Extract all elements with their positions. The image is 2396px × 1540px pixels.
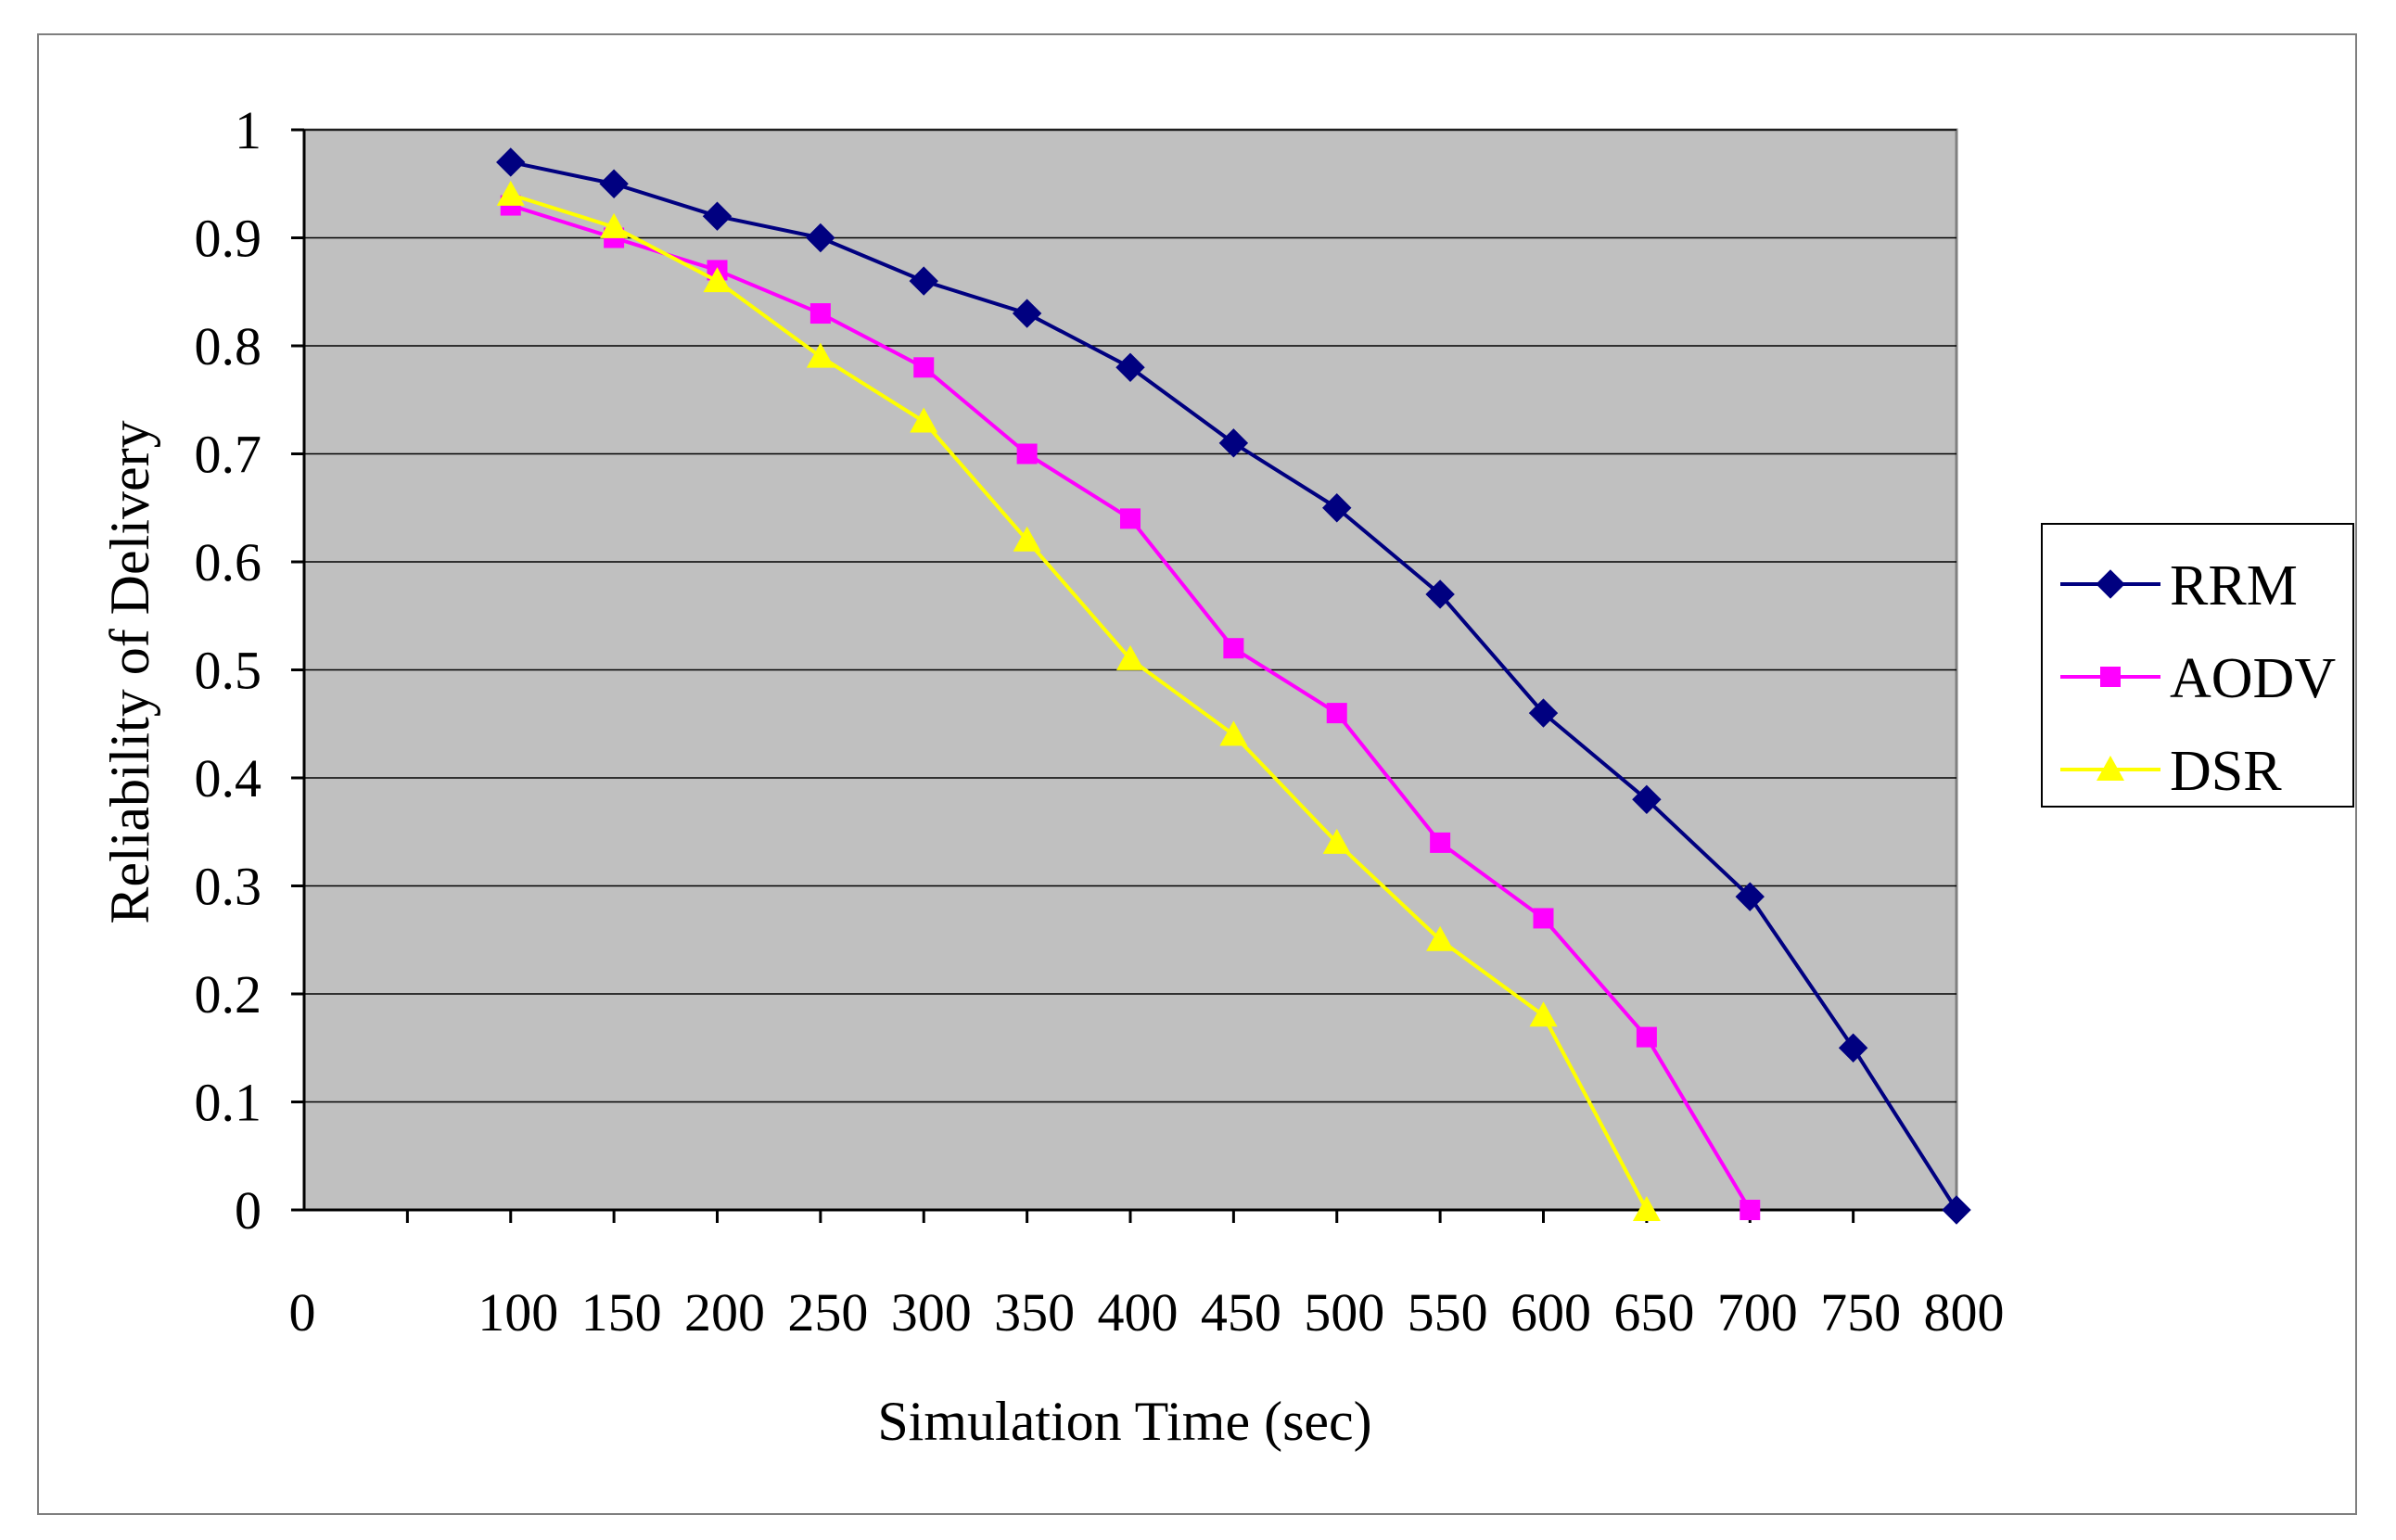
- data-point-aodv: [809, 303, 831, 325]
- data-point-dsr: [1013, 526, 1041, 552]
- data-point-rrm: [1425, 579, 1455, 609]
- y-tick-label: 0.9: [195, 209, 262, 269]
- legend-item-dsr: DSR: [2060, 740, 2282, 803]
- data-point-aodv: [1326, 703, 1347, 724]
- series-line-dsr: [510, 192, 1649, 1211]
- x-tick-label: 500: [1304, 1282, 1384, 1343]
- legend-label-rrm: RRM: [2170, 554, 2298, 617]
- series-layer: [496, 147, 1971, 1225]
- legend-marker-rrm: [2096, 569, 2125, 599]
- y-axis-ticks: 0 0.1 0.2 0.3 0.4 0.5 0.6 0.7 0.8 0.9 1: [195, 100, 304, 1241]
- x-tick-label: 350: [994, 1282, 1075, 1343]
- data-point-rrm: [1942, 1195, 1971, 1225]
- legend-marker-dsr: [2096, 756, 2124, 781]
- legend-label-aodv: AODV: [2170, 647, 2336, 710]
- x-tick-label: 450: [1201, 1282, 1281, 1343]
- data-point-rrm: [599, 169, 629, 198]
- data-point-rrm: [1322, 493, 1352, 523]
- gridlines: [304, 129, 1956, 1103]
- y-tick-label: 0.7: [195, 425, 262, 485]
- data-point-aodv: [1223, 638, 1244, 659]
- data-point-dsr: [703, 267, 732, 293]
- x-tick-label: 300: [891, 1282, 972, 1343]
- y-tick-label: 1: [235, 100, 261, 160]
- y-tick-label: 0.5: [195, 641, 262, 701]
- x-axis-ticks: 0 100 150 200 250 300 350 400 450 500 550 600 650 700…: [289, 1210, 2005, 1343]
- x-tick-label: 750: [1820, 1282, 1901, 1343]
- legend-label-dsr: DSR: [2170, 740, 2282, 803]
- x-tick-label: 600: [1510, 1282, 1591, 1343]
- data-point-rrm: [1735, 882, 1765, 911]
- data-point-rrm: [1632, 784, 1662, 815]
- legend-box: [2041, 523, 2354, 808]
- data-point-aodv: [1533, 908, 1554, 929]
- data-point-dsr: [1632, 1196, 1661, 1221]
- x-tick-label: 800: [1924, 1282, 2005, 1343]
- data-point-rrm: [1218, 428, 1249, 458]
- data-point-rrm: [702, 201, 733, 231]
- x-tick-label: 150: [581, 1282, 662, 1343]
- data-point-rrm: [1838, 1033, 1868, 1063]
- data-point-rrm: [909, 266, 938, 296]
- x-tick-label: 650: [1613, 1282, 1694, 1343]
- data-point-dsr: [1219, 720, 1248, 746]
- data-point-aodv: [1740, 1200, 1761, 1220]
- data-point-rrm: [1528, 698, 1559, 728]
- series-dsr: [496, 180, 1661, 1221]
- data-point-dsr: [496, 180, 525, 206]
- y-tick-label: 0.8: [195, 316, 262, 376]
- x-tick-label: 100: [478, 1282, 558, 1343]
- x-tick-label: 550: [1408, 1282, 1488, 1343]
- y-tick-label: 0: [235, 1180, 261, 1241]
- legend: RRM AODV DSR: [2041, 523, 2354, 808]
- y-tick-label: 0.6: [195, 532, 262, 592]
- legend-item-aodv: AODV: [2060, 647, 2336, 710]
- y-axis-title: Reliability of Delivery: [99, 420, 160, 923]
- data-point-dsr: [1322, 828, 1351, 854]
- legend-marker-aodv: [2100, 667, 2121, 687]
- data-point-aodv: [1120, 508, 1141, 529]
- data-point-aodv: [1016, 443, 1038, 465]
- data-point-dsr: [910, 407, 938, 433]
- x-tick-label: 700: [1717, 1282, 1798, 1343]
- x-tick-label: 200: [684, 1282, 765, 1343]
- x-tick-label: 400: [1098, 1282, 1179, 1343]
- data-point-dsr: [1529, 1001, 1558, 1027]
- y-tick-label: 0.3: [195, 857, 262, 917]
- data-point-aodv: [913, 357, 935, 378]
- y-tick-label: 0.4: [195, 748, 262, 808]
- data-point-dsr: [600, 212, 629, 238]
- data-point-dsr: [806, 342, 835, 368]
- legend-item-rrm: RRM: [2060, 554, 2298, 617]
- data-point-rrm: [496, 147, 526, 177]
- x-tick-label: 0: [289, 1282, 316, 1343]
- data-point-rrm: [1115, 352, 1145, 383]
- series-rrm: [496, 147, 1971, 1225]
- data-point-rrm: [806, 223, 835, 253]
- data-point-aodv: [1636, 1026, 1657, 1048]
- y-tick-label: 0.1: [195, 1073, 262, 1133]
- y-tick-label: 0.2: [195, 964, 262, 1025]
- data-point-rrm: [1012, 299, 1042, 328]
- data-point-dsr: [1426, 925, 1455, 951]
- x-axis-title: Simulation Time (sec): [877, 1391, 1371, 1452]
- x-tick-label: 250: [787, 1282, 868, 1343]
- data-point-aodv: [1430, 832, 1451, 853]
- data-point-dsr: [1116, 644, 1144, 670]
